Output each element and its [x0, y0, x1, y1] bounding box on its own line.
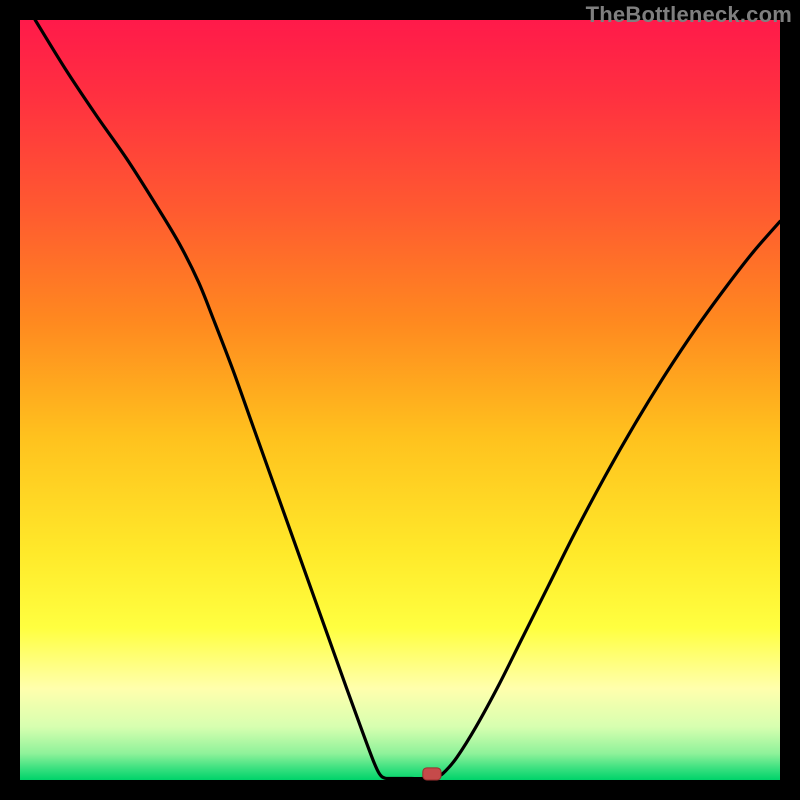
chart-background-gradient: [20, 20, 780, 780]
watermark-text: TheBottleneck.com: [586, 2, 792, 28]
bottleneck-curve-chart: [0, 0, 800, 800]
target-marker: [423, 768, 441, 780]
